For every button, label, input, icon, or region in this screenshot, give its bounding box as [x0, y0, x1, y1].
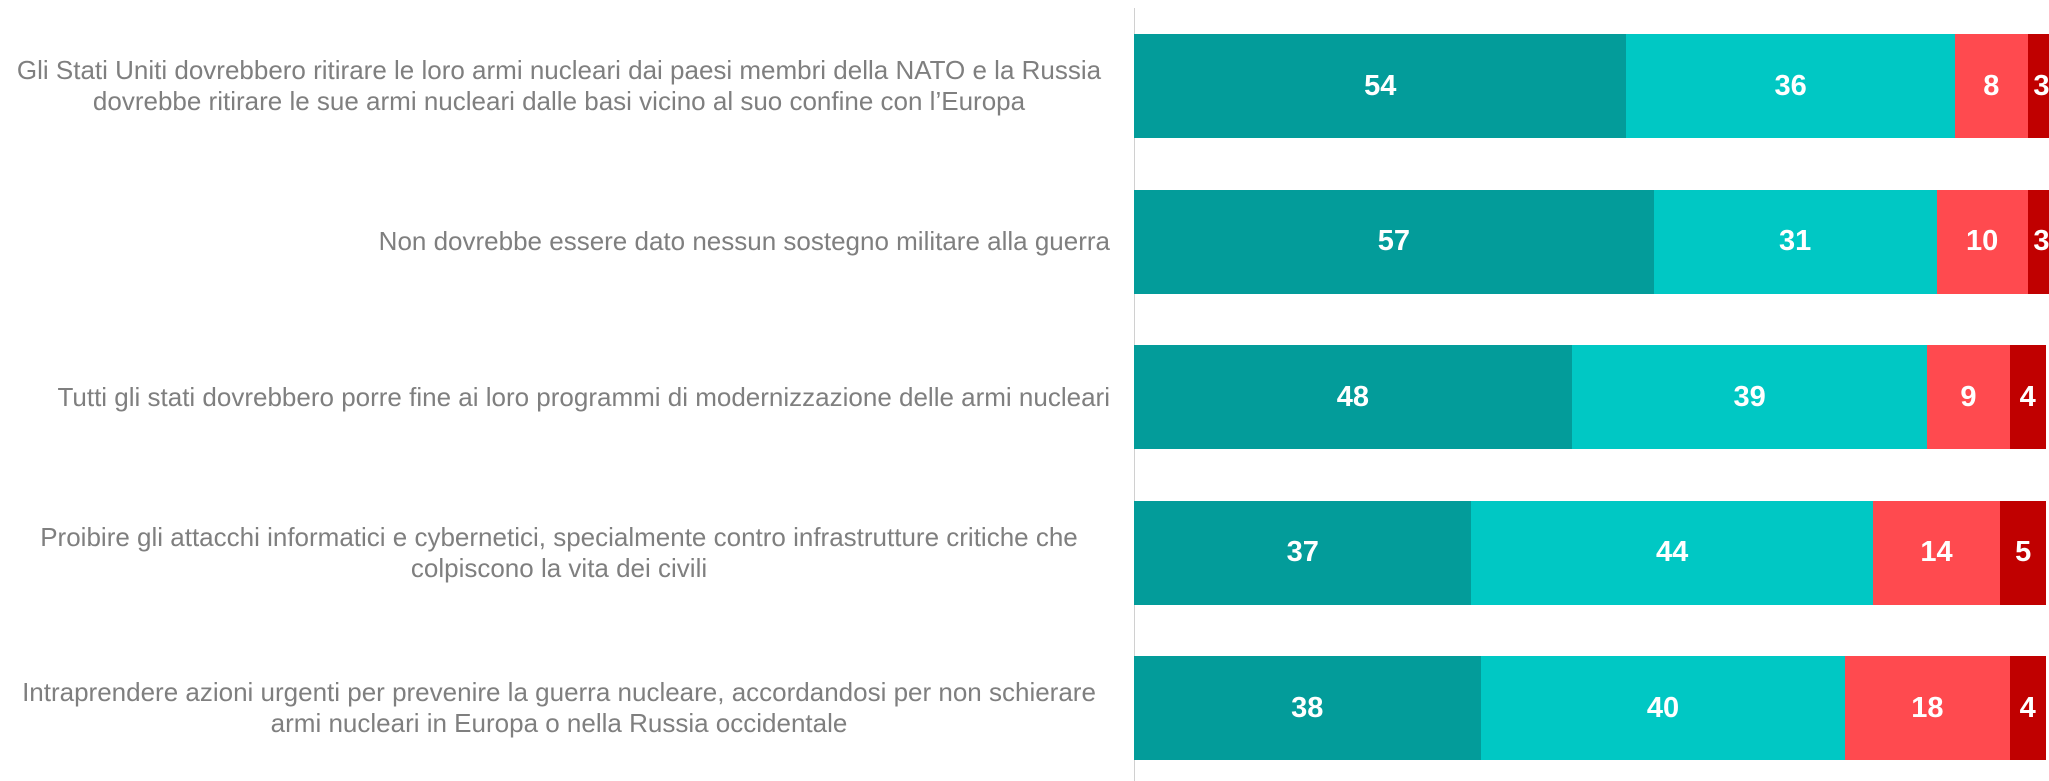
- bar-segment: 48: [1134, 345, 1572, 449]
- category-text: Proibire gli attacchi informatici e cybe…: [40, 521, 1078, 583]
- value-label: 10: [1966, 225, 1999, 257]
- value-label: 3: [2033, 69, 2049, 102]
- bar-segment: 5: [2000, 500, 2046, 605]
- bar-segment: 4: [2009, 656, 2046, 760]
- value-label: 8: [1983, 69, 2000, 102]
- category-label: Intraprendere azioni urgenti per preveni…: [8, 656, 1110, 760]
- value-label: 54: [1364, 69, 1397, 102]
- category-text: Gli Stati Uniti dovrebbero ritirare le l…: [16, 55, 1102, 116]
- value-label: 4: [2019, 380, 2036, 413]
- bar-segment: 4: [2009, 345, 2046, 449]
- value-label: 44: [1655, 536, 1689, 568]
- category-label: Proibire gli attacchi informatici e cybe…: [8, 501, 1110, 605]
- bar-segment: 8: [1954, 34, 2028, 138]
- value-label: 57: [1377, 225, 1411, 257]
- bar-segment: 40: [1480, 656, 1846, 760]
- bar-segment: 18: [1845, 656, 2010, 760]
- value-label: 4: [2019, 691, 2036, 724]
- value-label: 38: [1291, 691, 1324, 724]
- bar-segment: 38: [1134, 656, 1481, 760]
- value-label: 39: [1733, 380, 1766, 413]
- bar-segment: 31: [1653, 189, 1937, 294]
- category-text: Intraprendere azioni urgenti per preveni…: [22, 677, 1096, 738]
- category-label: Gli Stati Uniti dovrebbero ritirare le l…: [8, 34, 1110, 138]
- bar-segment: 3: [2027, 34, 2049, 138]
- bar-segment: 44: [1471, 500, 1873, 605]
- value-label: 40: [1646, 691, 1680, 724]
- bar-segment: 9: [1927, 345, 2010, 449]
- value-label: 3: [2033, 225, 2049, 257]
- category-label: Tutti gli stati dovrebbero porre fine ai…: [8, 345, 1110, 449]
- value-label: 9: [1960, 380, 1977, 413]
- bar-segment: 14: [1872, 500, 2001, 605]
- bar-segment: 3: [2027, 189, 2049, 294]
- bar-segment: 54: [1134, 34, 1627, 138]
- category-text: Tutti gli stati dovrebbero porre fine ai…: [57, 381, 1110, 412]
- category-text: Non dovrebbe essere dato nessun sostegno…: [378, 226, 1110, 256]
- bar-segment: 57: [1134, 189, 1654, 294]
- value-label: 14: [1920, 536, 1953, 568]
- category-label: Non dovrebbe essere dato nessun sostegno…: [8, 190, 1110, 294]
- bar-segment: 39: [1571, 345, 1928, 449]
- value-label: 48: [1336, 380, 1369, 413]
- value-label: 18: [1911, 691, 1944, 724]
- value-label: 5: [2015, 536, 2032, 568]
- bar-segment: 10: [1936, 189, 2028, 294]
- bar-segment: 37: [1134, 500, 1472, 605]
- bar-segment: 36: [1626, 34, 1955, 138]
- value-label: 31: [1779, 225, 1812, 257]
- value-label: 37: [1286, 536, 1319, 568]
- value-label: 36: [1774, 69, 1807, 102]
